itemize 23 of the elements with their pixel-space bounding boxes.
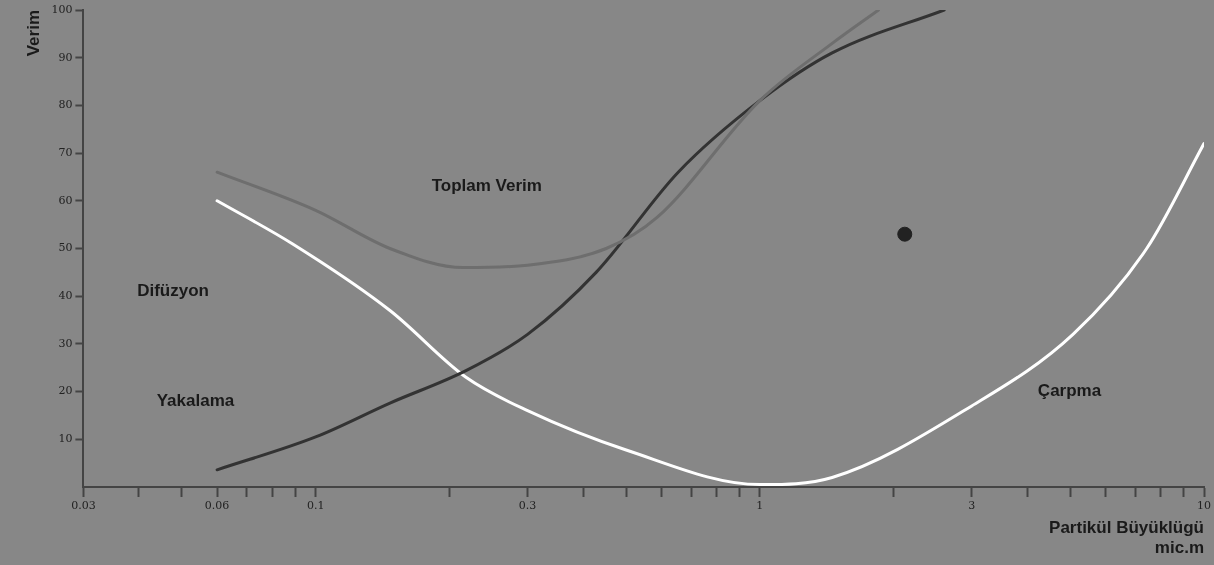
y-tick-label: 80 <box>58 98 73 112</box>
x-tick-label: 0.1 <box>306 499 325 513</box>
x-tick-label: 1 <box>756 499 764 513</box>
y-axis-title: Verim <box>23 10 43 57</box>
x-tick-label: 0.06 <box>204 499 230 513</box>
y-tick-label: 70 <box>58 145 73 159</box>
y-tick-label: 60 <box>58 193 73 207</box>
y-tick-label: 20 <box>58 384 73 398</box>
y-tick-label: 30 <box>58 336 73 350</box>
annotation: Toplam Verim <box>431 176 542 196</box>
x-tick-label: 0.3 <box>518 499 537 513</box>
annotation: Difüzyon <box>137 281 209 301</box>
y-tick-label: 50 <box>58 241 73 255</box>
x-axis-title: Partikül Büyüklügü mic.m <box>1049 518 1204 558</box>
x-tick-label: 0.03 <box>71 499 96 513</box>
annotation: Yakalama <box>156 390 235 410</box>
y-tick-label: 100 <box>51 2 73 16</box>
y-tick-label: 40 <box>58 289 73 303</box>
y-tick-label: 90 <box>58 50 73 64</box>
annotation: Çarpma <box>1037 381 1102 401</box>
x-tick-label: 10 <box>1197 499 1211 513</box>
y-tick-label: 10 <box>58 432 73 446</box>
x-tick-label: 3 <box>968 499 976 513</box>
